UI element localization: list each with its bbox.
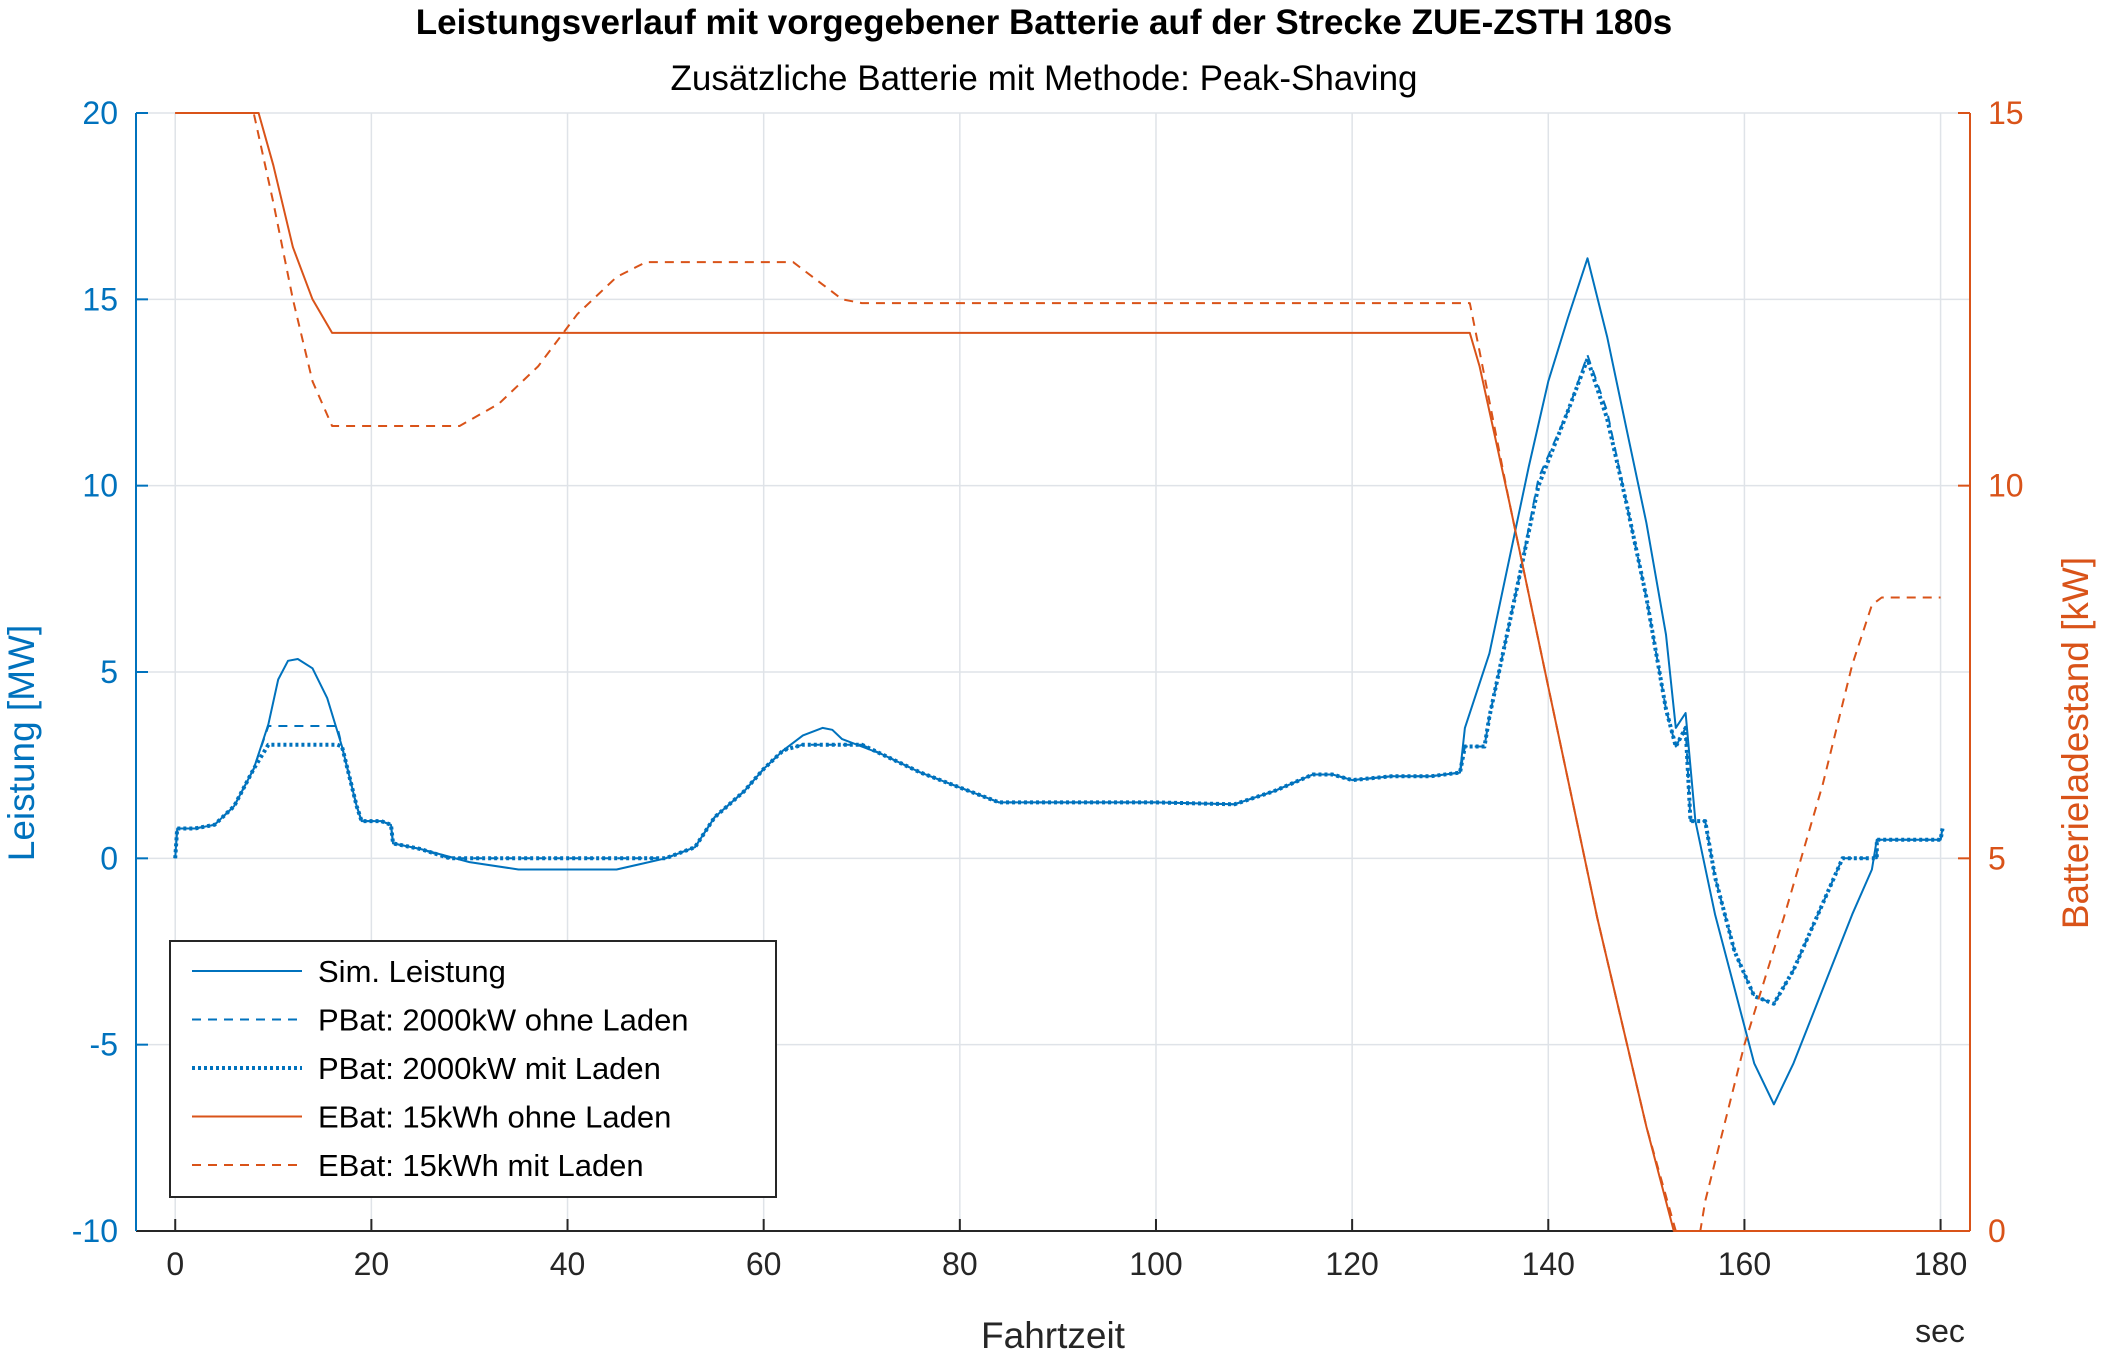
legend-label: EBat: 15kWh ohne Laden — [318, 1100, 671, 1135]
axes — [135, 112, 1971, 1232]
chart-title: Leistungsverlauf mit vorgegebener Batter… — [416, 3, 1673, 42]
x-tick-label: 20 — [354, 1246, 390, 1282]
legend-label: PBat: 2000kW mit Laden — [318, 1051, 661, 1086]
y-left-tick-label: -5 — [90, 1027, 118, 1063]
plot-series — [173, 112, 1970, 1232]
y-axis-left-label: Leistung [MW] — [1, 625, 42, 861]
x-axis-unit: sec — [1915, 1313, 1965, 1349]
x-tick-label: 0 — [166, 1246, 184, 1282]
x-tick-label: 140 — [1522, 1246, 1575, 1282]
x-tick-label: 160 — [1718, 1246, 1771, 1282]
legend-label: EBat: 15kWh mit Laden — [318, 1148, 644, 1183]
y-left-tick-label: 0 — [100, 840, 118, 876]
chart-subtitle: Zusätzliche Batterie mit Methode: Peak-S… — [670, 59, 1417, 98]
y-left-tick-label: 15 — [82, 281, 118, 317]
x-tick-label: 100 — [1129, 1246, 1182, 1282]
x-tick-label: 60 — [746, 1246, 782, 1282]
x-tick-label: 80 — [942, 1246, 978, 1282]
y-right-tick-label: 5 — [1988, 840, 2006, 876]
series-line-5 — [175, 112, 1941, 1232]
x-axis-label: Fahrtzeit — [981, 1315, 1126, 1355]
y-right-tick-label: 0 — [1988, 1213, 2006, 1249]
series-line-3 — [173, 357, 1945, 1006]
y-left-tick-label: 20 — [82, 95, 118, 131]
tick-labels: 0 20 40 60 80 100 120 140 160 180 -10 -5 0 5 10 15 20 0 5 1… — [72, 95, 2024, 1282]
y-left-tick-label: 10 — [82, 468, 118, 504]
x-tick-label: 180 — [1914, 1246, 1967, 1282]
y-axis-right-label: Batterieladestand [kW] — [2055, 557, 2096, 929]
legend: Sim. Leistung PBat: 2000kW ohne Laden PBat… — [169, 940, 777, 1198]
y-left-tick-label: 5 — [100, 654, 118, 690]
y-left-tick-label: -10 — [72, 1213, 118, 1249]
legend-label: Sim. Leistung — [318, 954, 506, 989]
legend-label: PBat: 2000kW ohne Laden — [318, 1003, 689, 1038]
y-right-tick-label: 15 — [1988, 95, 2024, 131]
y-right-tick-label: 10 — [1988, 468, 2024, 504]
x-tick-label: 120 — [1325, 1246, 1378, 1282]
x-tick-label: 40 — [550, 1246, 586, 1282]
